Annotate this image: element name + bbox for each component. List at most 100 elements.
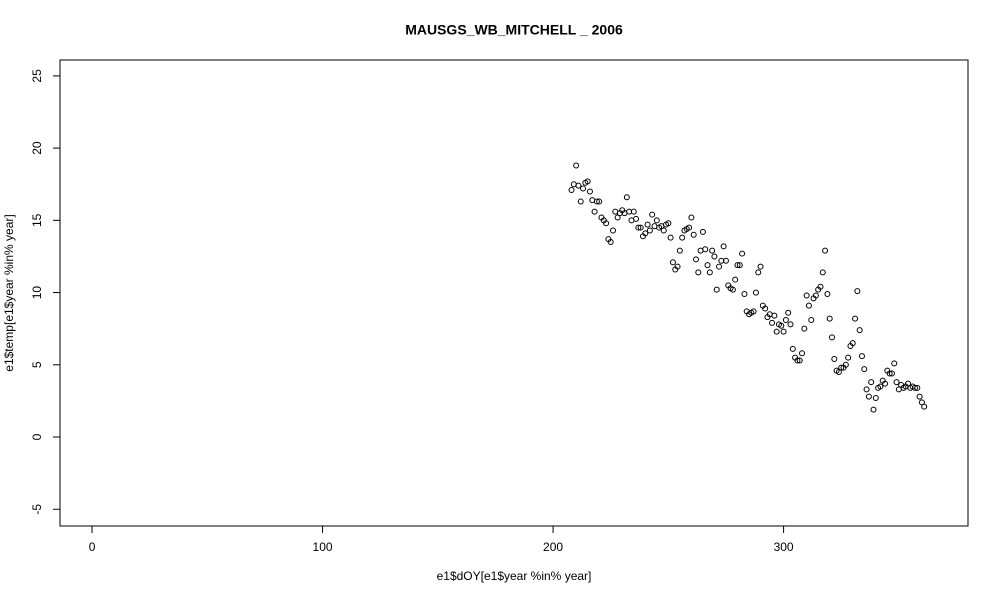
point: [778, 322, 785, 329]
point: [893, 379, 900, 386]
point: [676, 247, 683, 254]
y-axis-label: e1$temp[e1$year %in% year]: [2, 214, 16, 371]
y-tick-label: 5: [30, 361, 44, 368]
point: [702, 246, 709, 253]
y-tick-label: 0: [30, 433, 44, 440]
point: [838, 364, 845, 371]
point: [773, 328, 780, 335]
y-tick-label: 10: [30, 286, 44, 300]
point: [720, 243, 727, 250]
point: [872, 395, 879, 402]
point: [644, 221, 651, 228]
point: [801, 325, 808, 332]
point: [637, 224, 644, 231]
x-tick-label: 200: [543, 540, 563, 554]
point: [854, 288, 861, 295]
point: [752, 289, 759, 296]
point: [794, 357, 801, 364]
point: [817, 283, 824, 290]
point: [709, 247, 716, 254]
point: [845, 354, 852, 361]
point: [762, 305, 769, 312]
point: [635, 224, 642, 231]
y-tick-label: 20: [30, 141, 44, 155]
point: [739, 250, 746, 257]
point: [785, 309, 792, 316]
point: [882, 380, 889, 387]
point: [649, 211, 656, 218]
point: [803, 292, 810, 299]
point: [575, 182, 582, 189]
point: [812, 292, 819, 299]
point: [891, 360, 898, 367]
point: [568, 187, 575, 194]
point: [911, 384, 918, 391]
point: [584, 178, 591, 185]
point: [789, 345, 796, 352]
point: [630, 208, 637, 215]
point: [736, 262, 743, 269]
point: [741, 291, 748, 298]
point: [665, 220, 672, 227]
point: [722, 257, 729, 264]
point: [861, 366, 868, 373]
point: [888, 370, 895, 377]
point: [787, 321, 794, 328]
chart-title: MAUSGS_WB_MITCHELL _ 2006: [405, 22, 623, 38]
point: [633, 215, 640, 222]
point: [667, 234, 674, 241]
point: [593, 198, 600, 205]
point: [921, 403, 928, 410]
point: [769, 319, 776, 326]
point: [713, 286, 720, 293]
point: [796, 357, 803, 364]
point: [863, 386, 870, 393]
point: [607, 239, 614, 246]
x-axis-label: e1$dOY[e1$year %in% year]: [437, 569, 592, 583]
point: [914, 384, 921, 391]
point: [646, 227, 653, 234]
point: [734, 262, 741, 269]
point: [623, 194, 630, 201]
point: [577, 198, 584, 205]
point: [669, 259, 676, 266]
point: [757, 263, 764, 270]
point: [782, 317, 789, 324]
point: [865, 393, 872, 400]
x-tick-label: 100: [313, 540, 333, 554]
point: [771, 312, 778, 319]
point: [653, 217, 660, 224]
point: [828, 334, 835, 341]
point: [886, 370, 893, 377]
point: [750, 308, 757, 315]
point: [824, 291, 831, 298]
point: [679, 234, 686, 241]
point: [686, 224, 693, 231]
point: [856, 327, 863, 334]
point: [688, 214, 695, 221]
y-tick-label: 25: [30, 69, 44, 83]
point: [610, 227, 617, 234]
point: [858, 353, 865, 360]
point: [870, 406, 877, 413]
point: [852, 315, 859, 322]
x-tick-label: 0: [89, 540, 96, 554]
point: [808, 317, 815, 324]
point: [591, 208, 598, 215]
point: [716, 263, 723, 270]
point: [868, 379, 875, 386]
point: [831, 356, 838, 363]
point: [706, 269, 713, 276]
point: [690, 231, 697, 238]
point: [826, 315, 833, 322]
point: [849, 340, 856, 347]
y-tick-label: 15: [30, 213, 44, 227]
plot-box: [59, 59, 969, 527]
point: [755, 269, 762, 276]
point: [780, 328, 787, 335]
point: [603, 220, 610, 227]
point: [822, 247, 829, 254]
point: [799, 350, 806, 357]
point: [877, 383, 884, 390]
